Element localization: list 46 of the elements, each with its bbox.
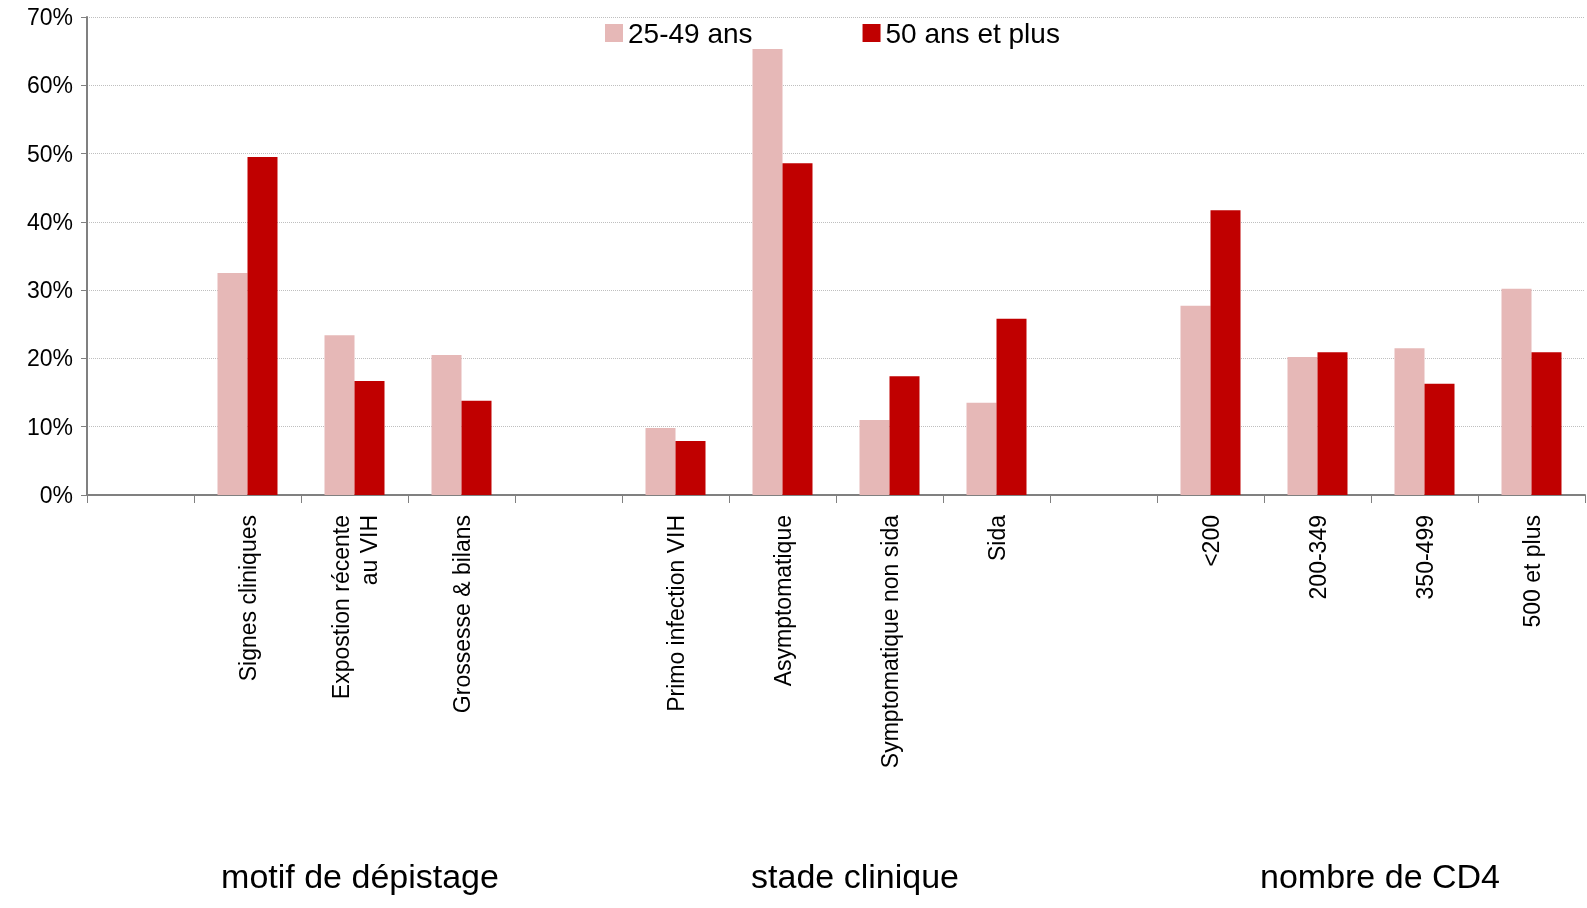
bar bbox=[217, 273, 248, 495]
text: motif de dépistage bbox=[221, 857, 499, 895]
bar bbox=[324, 335, 355, 495]
x-tick-label: Expostion récente au VIH bbox=[327, 515, 382, 700]
x-tick-label: Grossesse & bilans bbox=[448, 515, 475, 714]
y-tick-label: 50% bbox=[26, 140, 73, 167]
bar bbox=[752, 49, 783, 495]
x-tick-label: Signes cliniques bbox=[234, 515, 261, 682]
text: nombre de CD4 bbox=[1259, 857, 1501, 895]
bar bbox=[645, 428, 676, 495]
x-tick-label: Symptomatique non sida bbox=[876, 514, 903, 769]
y-tick-label: 30% bbox=[26, 277, 73, 304]
y-tick-label: 70% bbox=[26, 4, 73, 30]
bar bbox=[431, 355, 462, 495]
bar bbox=[889, 376, 920, 495]
bar bbox=[782, 163, 813, 495]
x-tick-label: 200-349 bbox=[1304, 515, 1331, 600]
bar bbox=[1287, 357, 1318, 495]
bar bbox=[1424, 383, 1455, 495]
legend-label: 25-49 ans bbox=[628, 17, 753, 49]
bar bbox=[354, 380, 385, 495]
bar bbox=[1317, 352, 1348, 495]
bar bbox=[1501, 288, 1532, 495]
x-tick-label: 350-499 bbox=[1411, 515, 1438, 600]
bar bbox=[1210, 210, 1241, 495]
bar bbox=[675, 441, 706, 495]
text: stade clinique bbox=[751, 857, 959, 895]
legend-label: 50 ans et plus bbox=[885, 17, 1060, 49]
bar bbox=[996, 318, 1027, 495]
y-tick-label: 20% bbox=[26, 345, 73, 372]
y-tick-label: 60% bbox=[26, 72, 73, 99]
x-tick-label: 500 et plus bbox=[1518, 515, 1545, 628]
y-tick-label: 10% bbox=[26, 413, 73, 440]
x-tick-label: Primo infection VIH bbox=[662, 515, 689, 712]
bar bbox=[461, 400, 492, 495]
y-tick-label: 0% bbox=[39, 482, 73, 508]
bar bbox=[1394, 348, 1425, 495]
bar bbox=[1180, 305, 1211, 495]
y-tick-label: 40% bbox=[26, 208, 73, 235]
x-tick-label: Sida bbox=[983, 514, 1010, 562]
bar bbox=[247, 156, 278, 495]
x-tick-label: Asymptomatique bbox=[769, 515, 796, 687]
bar bbox=[966, 402, 997, 495]
bar bbox=[1531, 352, 1562, 495]
x-tick-label: <200 bbox=[1197, 515, 1224, 567]
bar bbox=[859, 419, 890, 495]
